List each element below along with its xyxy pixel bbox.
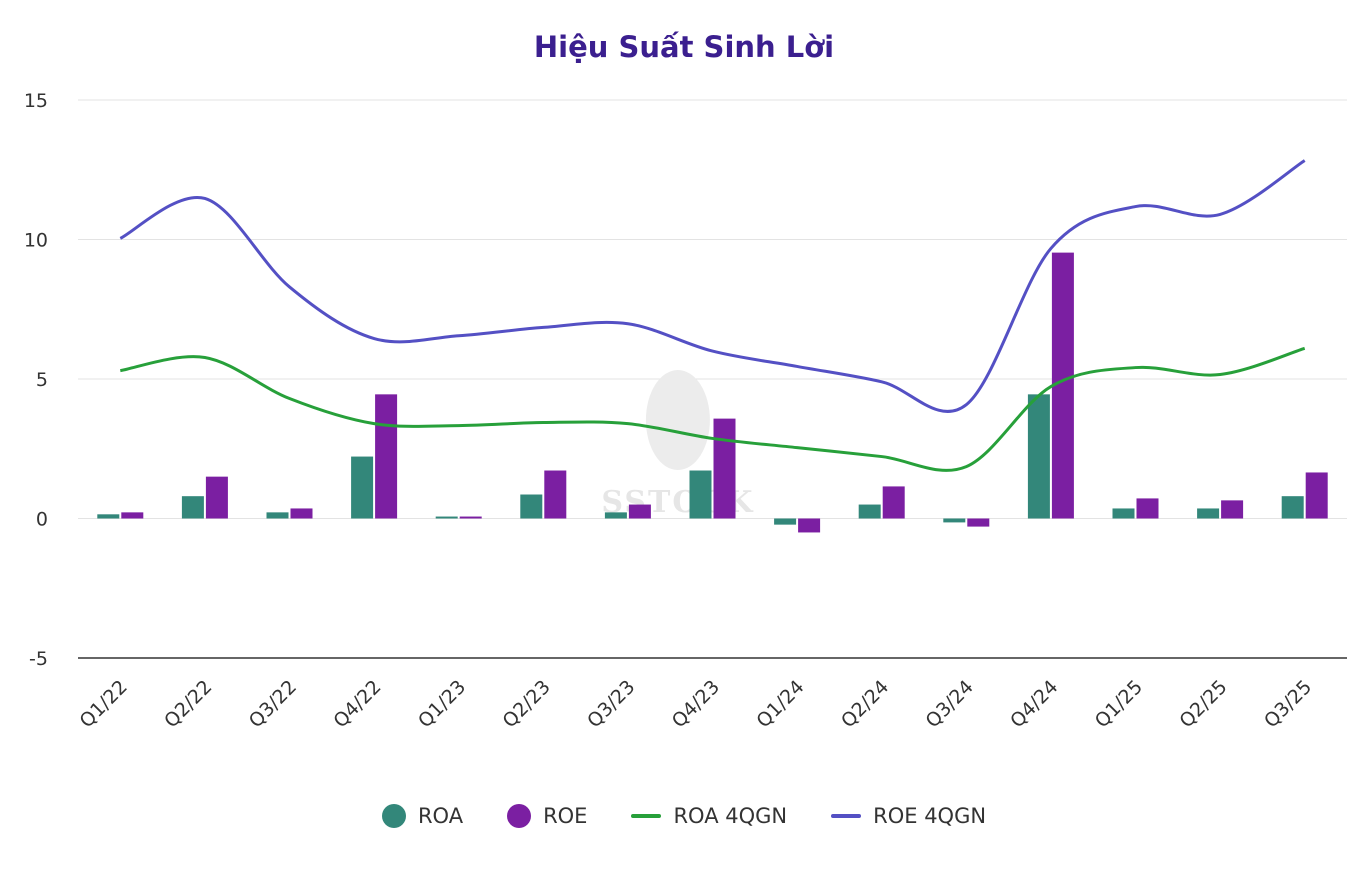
x-tick-label: Q1/25 (1091, 676, 1147, 732)
bar-roa (1281, 496, 1304, 519)
legend-label: ROA (417, 804, 464, 828)
legend-label: ROE 4QGN (873, 804, 987, 828)
bar-roa (1027, 394, 1050, 519)
legend-line-icon (831, 814, 862, 818)
y-tick-label: 0 (36, 509, 48, 531)
bar-roa (943, 518, 966, 523)
x-tick-label: Q3/23 (583, 676, 639, 732)
legend-dot-icon (381, 804, 406, 828)
legend-label: ROE (543, 804, 588, 828)
bar-roa (604, 512, 627, 519)
legend-item[interactable]: ROE 4QGN (831, 804, 986, 828)
bar-roe (459, 516, 482, 519)
legend: ROA ROE ROA 4QGN ROE 4QGN (0, 804, 1368, 828)
watermark-horse-icon (645, 370, 710, 470)
x-tick-label: Q1/22 (76, 676, 132, 732)
bar-roa (689, 470, 712, 519)
y-tick-label: 15 (24, 90, 48, 112)
x-tick-label: Q2/22 (160, 676, 216, 732)
bar-roe (713, 418, 736, 519)
x-tick-label: Q3/24 (922, 676, 978, 732)
x-tick-label: Q4/23 (668, 676, 724, 732)
x-tick-label: Q3/22 (245, 676, 301, 732)
y-tick-label: -5 (29, 648, 48, 670)
bar-roe (967, 518, 990, 527)
bar-roe (121, 512, 144, 519)
y-tick-label: 10 (24, 230, 48, 252)
x-tick-label: Q1/24 (752, 676, 808, 732)
bar-roe (1136, 498, 1159, 519)
bar-roe (628, 504, 651, 519)
bar-roa (435, 516, 458, 519)
legend-dot-icon (507, 804, 532, 828)
legend-item[interactable]: ROE (507, 804, 587, 828)
legend-item[interactable]: ROA (381, 804, 464, 828)
bar-roe (1305, 472, 1328, 519)
line-roe-4qgn (119, 159, 1306, 413)
bar-roe (798, 518, 821, 533)
bar-roe (290, 508, 313, 519)
x-tick-label: Q1/23 (414, 676, 470, 732)
bar-roa (97, 514, 120, 519)
bar-roe (1221, 500, 1244, 519)
bar-roa (351, 456, 374, 519)
chart-title: Hiệu Suất Sinh Lời (533, 30, 835, 64)
bar-roe (205, 476, 228, 519)
bar-roe (375, 394, 398, 519)
bar-roa (1112, 508, 1135, 519)
bar-roa (520, 494, 543, 519)
bar-roa (181, 496, 204, 519)
x-tick-label: Q4/22 (329, 676, 385, 732)
legend-label: ROA 4QGN (673, 804, 788, 828)
bar-roa (774, 518, 797, 525)
bar-roe (1051, 252, 1074, 519)
y-tick-label: 5 (36, 369, 48, 391)
bar-roe (882, 486, 905, 519)
line-roa-4qgn (120, 346, 1306, 472)
x-tick-label: Q2/23 (499, 676, 555, 732)
legend-item[interactable]: ROA 4QGN (631, 804, 787, 828)
bar-roa (266, 512, 289, 519)
bar-roa (1197, 508, 1220, 519)
bar-roe (544, 470, 567, 519)
x-tick-label: Q3/25 (1260, 676, 1316, 732)
x-tick-label: Q2/25 (1175, 676, 1231, 732)
legend-line-icon (631, 814, 662, 818)
x-tick-label: Q4/24 (1006, 676, 1062, 732)
bar-roa (858, 504, 881, 519)
x-tick-label: Q2/24 (837, 676, 893, 732)
